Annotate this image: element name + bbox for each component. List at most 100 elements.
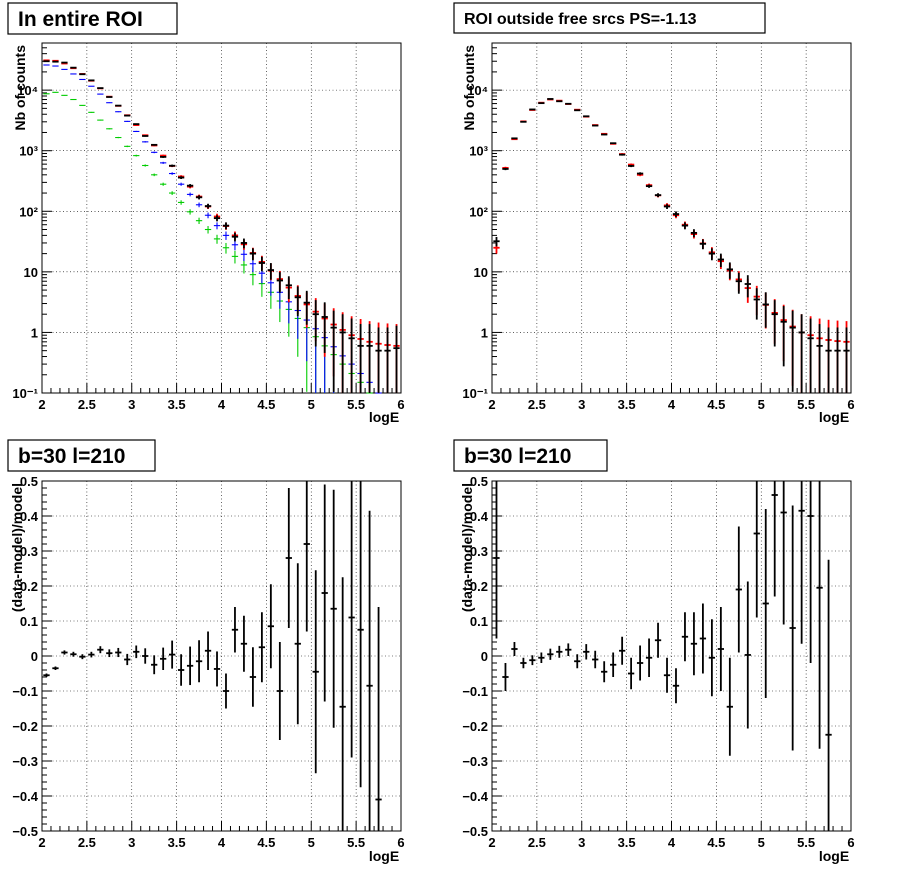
y-axis-label: Nb of counts: [12, 45, 28, 131]
panel-2: ROI outside free srcs PS=-1.13 2 2.5 3 3.5 4 4…: [453, 2, 855, 425]
y-tick-label: 10: [24, 265, 38, 280]
x-tick-label: 2: [38, 835, 45, 850]
x-tick-label: 4.5: [257, 835, 275, 850]
x-axis-label: logE: [369, 409, 399, 425]
x-tick-label: 3.5: [618, 397, 636, 412]
grid: [42, 481, 401, 831]
grid: [42, 43, 401, 393]
y-tick-label: −0.3: [462, 754, 488, 769]
panel-3: b=30 l=210 2 2.5 3 3.5 4 4.5 5 5.5 6 −0.5 −0.4 −0.3 −…: [7, 439, 405, 864]
x-tick-label: 4: [218, 397, 226, 412]
x-tick-label: 3: [128, 835, 135, 850]
grid: [492, 481, 851, 831]
title-text: b=30 l=210: [464, 445, 571, 468]
y-tick-label: 0.1: [470, 614, 488, 629]
y-tick-label: 10²: [469, 204, 488, 219]
x-axis-label: logE: [819, 848, 849, 864]
y-tick-label: 0.1: [20, 614, 38, 629]
y-tick-label: −0.2: [462, 719, 488, 734]
x-tick-label: 5: [308, 835, 315, 850]
y-tick-label: 10⁻¹: [462, 386, 488, 401]
y-tick-label: 0.5: [470, 474, 488, 489]
x-tick-label: 6: [397, 835, 404, 850]
y-axis-label: (data-model)/model: [459, 483, 475, 612]
y-tick-label: 10⁴: [17, 83, 38, 98]
x-tick-label: 6: [847, 397, 854, 412]
y-tick-label: −0.2: [12, 719, 38, 734]
x-tick-label: 3.5: [168, 835, 186, 850]
x-tick-label: 4: [668, 397, 676, 412]
x-tick-label: 6: [847, 835, 854, 850]
panel-title: In entire ROI: [7, 2, 178, 35]
x-axis-label: logE: [819, 409, 849, 425]
y-tick-label: −0.5: [462, 824, 488, 839]
y-tick-label: 10⁻¹: [12, 386, 38, 401]
y-tick-label: 0.5: [20, 474, 38, 489]
title-text: ROI outside free srcs PS=-1.13: [464, 11, 697, 28]
y-tick-label: 0.2: [20, 579, 38, 594]
x-tick-label: 4.5: [707, 397, 725, 412]
y-tick-label: 10³: [469, 144, 488, 159]
title-box: [453, 439, 608, 472]
series-1: [43, 481, 382, 831]
y-tick-label: 0.4: [470, 509, 489, 524]
panel-title: b=30 l=210: [7, 439, 156, 472]
x-tick-label: 3: [578, 397, 585, 412]
x-tick-label: 2.5: [528, 835, 546, 850]
x-tick-label: 2.5: [78, 397, 96, 412]
y-tick-label: 10: [474, 265, 488, 280]
panel-title: ROI outside free srcs PS=-1.13: [453, 2, 766, 34]
title-box: [7, 439, 156, 472]
grid: [492, 43, 851, 393]
panel-1: In entire ROI 2 2.5 3 3.5 4 4.5 5 5.5 6 10⁻¹ 1 10 10²…: [7, 2, 405, 425]
y-tick-label: 10³: [19, 144, 38, 159]
x-tick-label: 2: [488, 835, 495, 850]
y-axis-label: (data-model)/model: [9, 483, 25, 612]
y-tick-label: −0.3: [12, 754, 38, 769]
x-tick-label: 4: [218, 835, 226, 850]
title-box: [7, 2, 178, 35]
y-tick-label: −0.1: [12, 684, 38, 699]
x-axis-label: logE: [369, 848, 399, 864]
x-tick-label: 5: [758, 397, 765, 412]
ticks: 2 2.5 3 3.5 4 4.5 5 5.5 6 −0.5 −0.4 −0.3 −0.2 −0.1 0 0.…: [462, 474, 854, 850]
y-tick-label: 1: [481, 325, 488, 340]
x-tick-label: 6: [397, 397, 404, 412]
y-tick-label: 1: [31, 325, 38, 340]
x-tick-label: 3: [128, 397, 135, 412]
ticks: 2 2.5 3 3.5 4 4.5 5 5.5 6 10⁻¹ 1 10 10² 10³ 10⁴: [12, 42, 405, 412]
y-tick-label: −0.4: [462, 789, 488, 804]
y-tick-label: 0: [481, 649, 488, 664]
x-tick-label: 3: [578, 835, 585, 850]
x-tick-label: 2.5: [528, 397, 546, 412]
x-tick-label: 2.5: [78, 835, 96, 850]
x-tick-label: 2: [38, 397, 45, 412]
x-tick-label: 4.5: [707, 835, 725, 850]
x-tick-label: 5.5: [797, 835, 815, 850]
x-tick-label: 5: [308, 397, 315, 412]
x-tick-label: 4.5: [257, 397, 275, 412]
y-tick-label: 0: [31, 649, 38, 664]
y-tick-label: 0.2: [470, 579, 488, 594]
x-tick-label: 4: [668, 835, 676, 850]
title-text: b=30 l=210: [18, 445, 125, 468]
y-tick-label: −0.4: [12, 789, 38, 804]
x-tick-label: 3.5: [168, 397, 186, 412]
x-tick-label: 5.5: [347, 397, 365, 412]
y-tick-label: 10⁴: [467, 83, 488, 98]
x-tick-label: 5: [758, 835, 765, 850]
series-1: [493, 481, 832, 831]
x-tick-label: 5.5: [797, 397, 815, 412]
series-2: [493, 98, 850, 393]
y-tick-label: −0.1: [462, 684, 488, 699]
x-tick-label: 3.5: [618, 835, 636, 850]
y-tick-label: −0.5: [12, 824, 38, 839]
title-box: [453, 2, 766, 34]
ticks: 2 2.5 3 3.5 4 4.5 5 5.5 6 −0.5 −0.4 −0.3 −0.2 −0.1 0 0.…: [12, 474, 404, 850]
x-tick-label: 2: [488, 397, 495, 412]
y-axis-label: Nb of counts: [461, 45, 477, 131]
title-text: In entire ROI: [18, 8, 143, 31]
ticks: 2 2.5 3 3.5 4 4.5 5 5.5 6 10⁻¹ 1 10 10² 10³ 10⁴: [462, 42, 855, 412]
